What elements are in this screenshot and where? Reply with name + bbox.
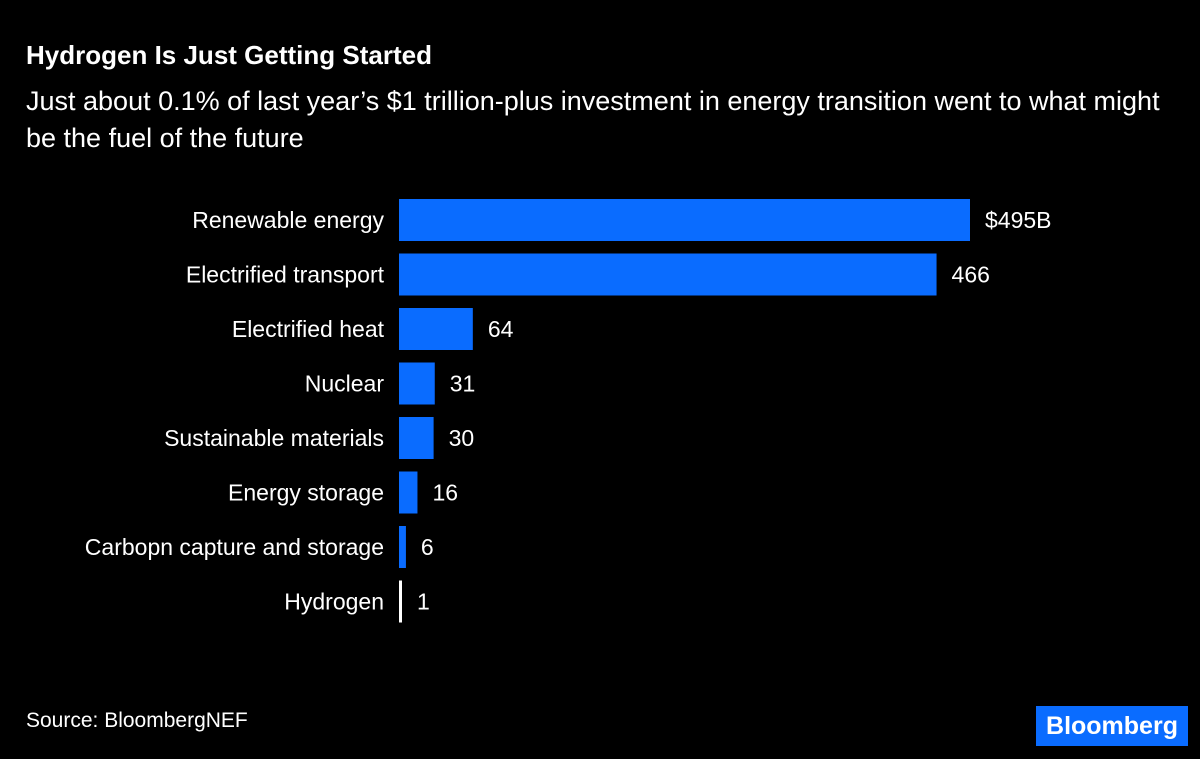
bar: [399, 199, 970, 241]
bar: [399, 526, 406, 568]
data-label: 1: [417, 589, 430, 615]
bar: [399, 362, 435, 405]
category-label: Nuclear: [305, 371, 385, 397]
category-label: Electrified heat: [232, 316, 385, 342]
category-label: Renewable energy: [192, 207, 384, 233]
chart-subtitle: Just about 0.1% of last year’s $1 trilli…: [26, 86, 1160, 153]
category-label: Carbopn capture and storage: [85, 534, 384, 560]
bloomberg-logo: Bloomberg: [1036, 706, 1188, 746]
chart-title: Hydrogen Is Just Getting Started: [26, 40, 432, 70]
data-label: 64: [488, 316, 514, 342]
bar: [399, 417, 434, 459]
data-label: 466: [952, 262, 990, 288]
category-label: Sustainable materials: [164, 425, 384, 451]
bar: [399, 471, 418, 514]
data-label: 30: [449, 425, 475, 451]
category-label: Energy storage: [228, 480, 384, 506]
source-note: Source: BloombergNEF: [26, 709, 248, 732]
data-label: 6: [421, 534, 434, 560]
bar: [399, 580, 402, 623]
bar: [399, 253, 937, 296]
category-label: Electrified transport: [186, 262, 385, 288]
category-label: Hydrogen: [284, 589, 384, 615]
data-label: $495B: [985, 207, 1052, 233]
data-label: 31: [450, 371, 476, 397]
data-label: 16: [432, 480, 458, 506]
bar: [399, 308, 473, 350]
